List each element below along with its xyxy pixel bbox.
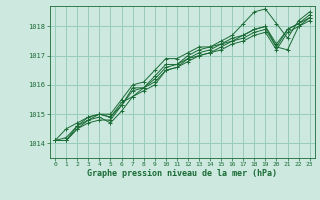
X-axis label: Graphe pression niveau de la mer (hPa): Graphe pression niveau de la mer (hPa): [87, 169, 277, 178]
